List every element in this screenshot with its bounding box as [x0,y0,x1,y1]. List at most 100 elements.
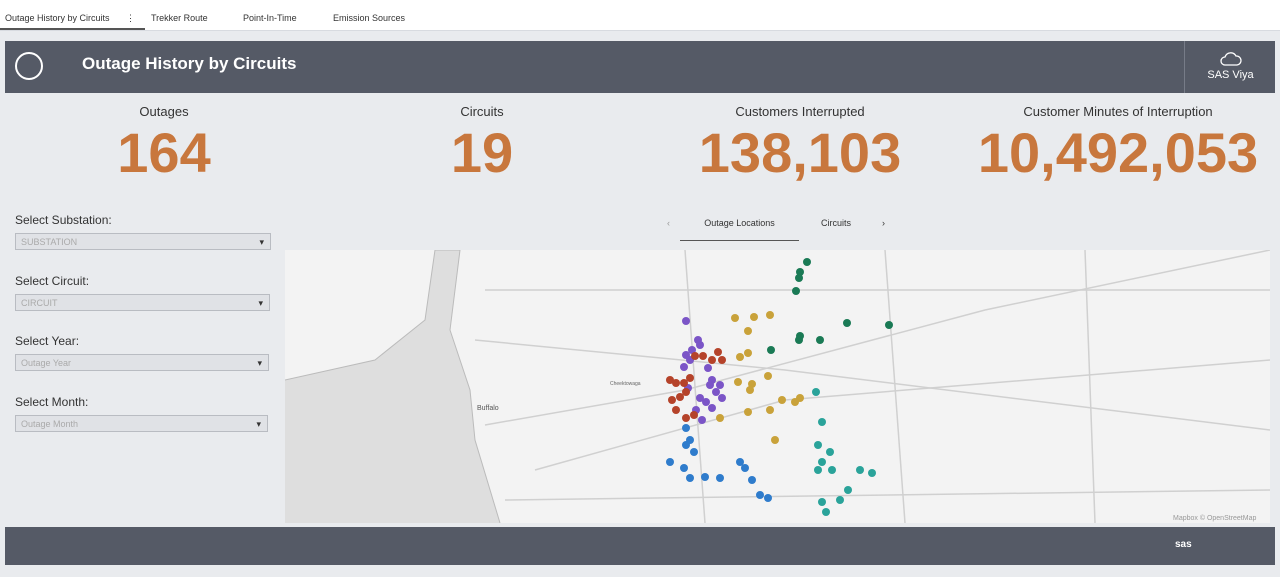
outage-dot[interactable] [714,348,722,356]
outage-dot[interactable] [818,498,826,506]
outage-dot[interactable] [778,396,786,404]
outage-dot[interactable] [764,494,772,502]
outage-dot[interactable] [767,346,775,354]
outage-dot[interactable] [750,313,758,321]
outage-dot[interactable] [708,356,716,364]
outage-dot[interactable] [676,393,684,401]
outage-dot[interactable] [843,319,851,327]
outage-dot[interactable] [764,372,772,380]
outage-dot[interactable] [686,374,694,382]
outage-dot[interactable] [716,414,724,422]
outage-dot[interactable] [672,406,680,414]
outage-dot[interactable] [680,363,688,371]
outage-dot[interactable] [690,411,698,419]
outage-dot[interactable] [814,466,822,474]
tab[interactable]: Trekker Route [151,13,208,23]
outage-dot[interactable] [756,491,764,499]
outage-dot[interactable] [746,386,754,394]
outage-dot[interactable] [812,388,820,396]
outage-dot[interactable] [708,404,716,412]
outage-dot[interactable] [814,441,822,449]
outage-dot[interactable] [744,349,752,357]
tab-menu[interactable]: ⋮ [126,13,135,23]
outage-dot[interactable] [666,376,674,384]
outage-dot[interactable] [682,317,690,325]
map[interactable]: Buffalo Cheektowaga Mapbox © OpenStreetM… [285,250,1270,523]
outage-dot[interactable] [682,414,690,422]
kpi-label: Customers Interrupted [735,104,865,119]
outage-dot[interactable] [796,394,804,402]
outage-dot[interactable] [744,408,752,416]
filter-label: Select Substation: [15,213,112,227]
outage-dot[interactable] [680,464,688,472]
filter-select[interactable]: Outage Month [15,414,268,433]
outage-dot[interactable] [731,314,739,322]
map-tab[interactable]: Circuits [821,218,852,228]
outage-dot[interactable] [816,336,824,344]
outage-dot[interactable] [836,496,844,504]
tab[interactable]: Outage History by Circuits [0,0,145,30]
tab-bar: Outage History by Circuits ⋮ Trekker Rou… [0,0,1280,31]
outage-dot[interactable] [818,418,826,426]
outage-dot[interactable] [698,416,706,424]
outage-dot[interactable] [682,388,690,396]
outage-dot[interactable] [716,474,724,482]
outage-dot[interactable] [702,398,710,406]
map-tab[interactable]: Outage Locations [680,218,799,241]
outage-dot[interactable] [748,476,756,484]
outage-dot[interactable] [680,379,688,387]
outage-dot[interactable] [718,394,726,402]
outage-dot[interactable] [668,396,676,404]
cloud-icon [1220,52,1242,66]
outage-dot[interactable] [736,458,744,466]
filter-select[interactable]: Outage Year [15,354,269,372]
outage-dot[interactable] [682,424,690,432]
outage-dot[interactable] [686,474,694,482]
outage-dot[interactable] [690,448,698,456]
outage-dot[interactable] [672,379,680,387]
outage-dot[interactable] [712,388,720,396]
outage-dot[interactable] [741,464,749,472]
carousel-prev[interactable]: ‹ [667,218,670,228]
attribution: Mapbox © OpenStreetMap [1173,514,1256,522]
outage-dot[interactable] [706,381,714,389]
tab[interactable]: Point-In-Time [243,13,297,23]
filter-select[interactable]: SUBSTATION [15,233,271,251]
tab[interactable]: Emission Sources [333,13,406,23]
outage-dot[interactable] [818,458,826,466]
outage-dot[interactable] [766,311,774,319]
outage-dot[interactable] [795,274,803,282]
outage-dot[interactable] [696,341,704,349]
outage-dot[interactable] [718,356,726,364]
outage-dot[interactable] [803,258,811,266]
kpi-label: Outages [139,104,189,119]
water [285,250,500,523]
outage-dot[interactable] [868,469,876,477]
filter-select[interactable]: CIRCUIT [15,293,270,312]
outage-dot[interactable] [696,394,704,402]
outage-dot[interactable] [701,473,709,481]
outage-dot[interactable] [716,381,724,389]
place-label: Cheektowaga [610,381,641,387]
outage-dot[interactable] [682,441,690,449]
outage-dot[interactable] [844,486,852,494]
outage-dot[interactable] [856,466,864,474]
outage-dot[interactable] [699,352,707,360]
outage-dot[interactable] [666,458,674,466]
outage-dot[interactable] [704,364,712,372]
outage-dot[interactable] [691,352,699,360]
outage-dot[interactable] [792,287,800,295]
outage-dot[interactable] [766,406,774,414]
outage-dot[interactable] [796,268,804,276]
outage-dot[interactable] [771,436,779,444]
outage-dot[interactable] [826,448,834,456]
outage-dot[interactable] [744,327,752,335]
outage-dot[interactable] [828,466,836,474]
carousel-next[interactable]: › [882,218,885,228]
outage-dot[interactable] [734,378,742,386]
outage-dot[interactable] [795,336,803,344]
outage-dot[interactable] [822,508,830,516]
outage-dot[interactable] [688,346,696,354]
outage-dot[interactable] [736,353,744,361]
outage-dot[interactable] [885,321,893,329]
